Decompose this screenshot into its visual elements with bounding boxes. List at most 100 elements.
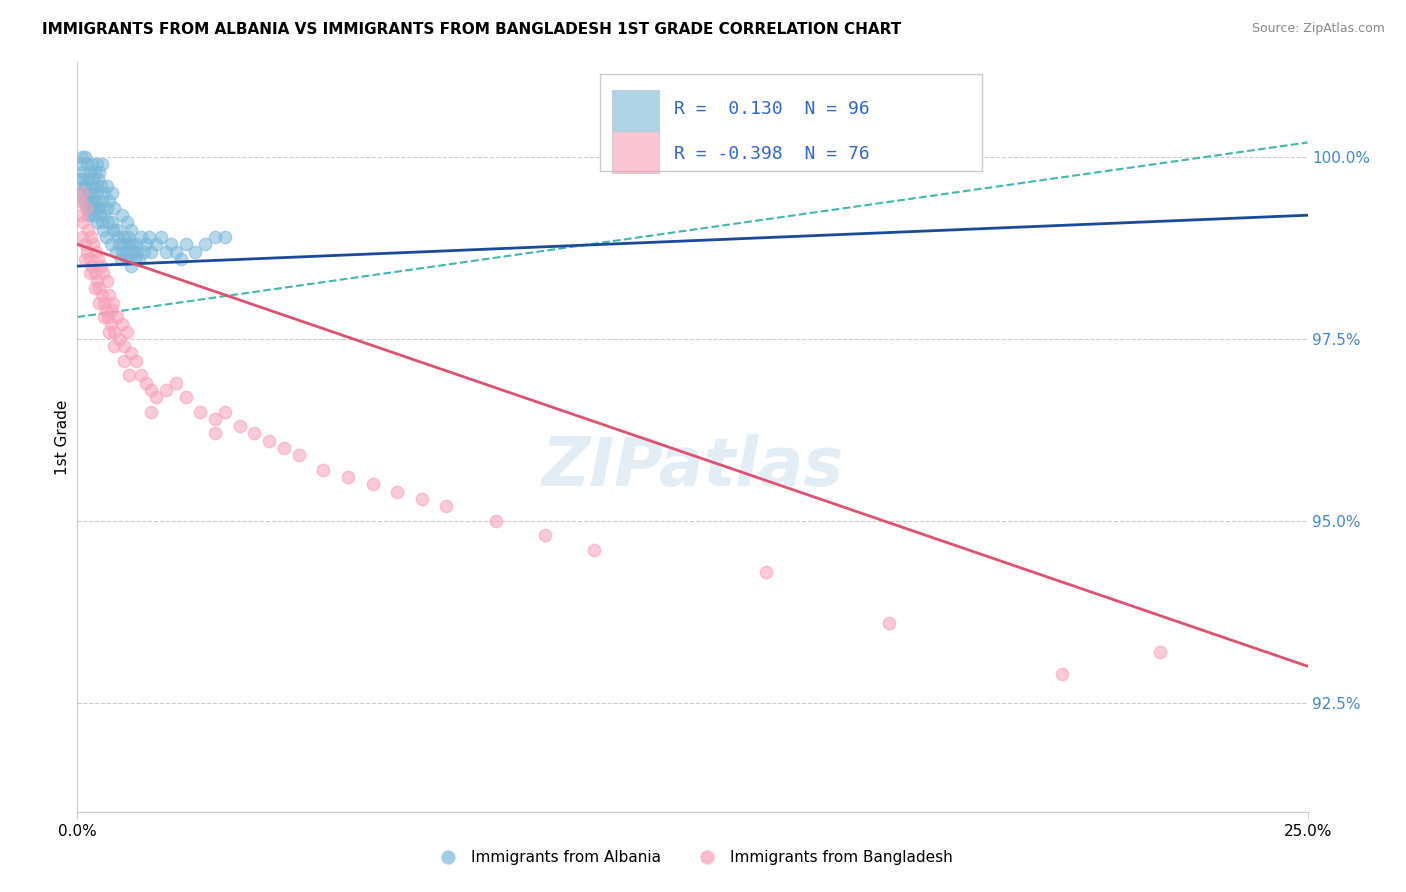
Point <box>155 244 177 259</box>
Point <box>86 274 108 288</box>
Point <box>112 353 135 368</box>
Point <box>69 194 91 208</box>
Point <box>73 179 96 194</box>
Point <box>1149 645 1171 659</box>
Point <box>103 325 125 339</box>
Point <box>111 318 134 332</box>
Point <box>82 201 104 215</box>
Point <box>97 310 120 324</box>
Point <box>243 426 266 441</box>
Point <box>90 157 114 171</box>
Point <box>94 230 117 244</box>
Point <box>90 179 112 194</box>
Point <box>98 288 121 302</box>
Point <box>194 237 217 252</box>
Point <box>69 186 91 201</box>
Point <box>93 310 115 324</box>
Point <box>97 215 120 229</box>
Point <box>82 237 104 252</box>
Point <box>361 477 384 491</box>
Point <box>86 215 108 229</box>
Point <box>101 295 124 310</box>
Point <box>103 339 125 353</box>
Point <box>80 230 103 244</box>
Point <box>77 186 100 201</box>
Point <box>165 376 187 390</box>
Point <box>138 230 160 244</box>
Point <box>70 171 93 186</box>
Point <box>204 426 226 441</box>
Point <box>73 252 96 266</box>
Point <box>337 470 360 484</box>
Bar <box>613 90 659 131</box>
Point <box>436 499 458 513</box>
Point <box>101 215 124 229</box>
Text: ZIPatlas: ZIPatlas <box>541 434 844 500</box>
Point <box>86 157 108 171</box>
Point <box>70 186 93 201</box>
Point <box>114 244 136 259</box>
Point <box>128 252 150 266</box>
Point <box>76 201 98 215</box>
Point <box>70 230 93 244</box>
Point <box>229 419 252 434</box>
Point <box>132 244 155 259</box>
Point <box>583 542 606 557</box>
Point <box>124 252 146 266</box>
Point <box>70 150 93 164</box>
Point <box>214 404 236 418</box>
Point <box>125 353 148 368</box>
Point <box>83 267 105 281</box>
Point <box>117 230 139 244</box>
Point <box>82 171 104 186</box>
Point <box>93 208 115 222</box>
Point <box>77 171 100 186</box>
Point <box>111 244 134 259</box>
Point <box>121 259 143 273</box>
Point <box>75 194 97 208</box>
Point <box>122 244 145 259</box>
Point <box>72 164 94 178</box>
Point <box>214 230 236 244</box>
Point <box>145 390 167 404</box>
Point <box>89 201 111 215</box>
Point <box>89 281 111 295</box>
Point <box>107 230 129 244</box>
Point <box>90 194 114 208</box>
Point <box>111 237 134 252</box>
Point <box>91 267 114 281</box>
Point <box>259 434 281 448</box>
Point <box>118 237 141 252</box>
Point <box>79 267 101 281</box>
Text: IMMIGRANTS FROM ALBANIA VS IMMIGRANTS FROM BANGLADESH 1ST GRADE CORRELATION CHAR: IMMIGRANTS FROM ALBANIA VS IMMIGRANTS FR… <box>42 22 901 37</box>
Point <box>184 244 207 259</box>
Point <box>755 565 778 579</box>
Point <box>273 441 295 455</box>
Point <box>101 186 124 201</box>
Legend: Immigrants from Albania, Immigrants from Bangladesh: Immigrants from Albania, Immigrants from… <box>426 845 959 871</box>
Point <box>115 215 138 229</box>
Point <box>103 201 125 215</box>
Point <box>101 302 124 317</box>
Point <box>174 237 197 252</box>
Point <box>100 318 122 332</box>
Point <box>112 230 135 244</box>
Point <box>70 208 93 222</box>
Point <box>93 186 115 201</box>
Point <box>120 244 142 259</box>
Point <box>110 252 132 266</box>
Point <box>98 194 121 208</box>
Point <box>108 332 131 346</box>
Point <box>84 179 107 194</box>
Point <box>84 244 107 259</box>
Point <box>100 237 122 252</box>
Point <box>89 208 111 222</box>
Point <box>87 252 110 266</box>
Point <box>79 208 101 222</box>
Point <box>72 215 94 229</box>
Point <box>73 194 96 208</box>
Point <box>112 339 135 353</box>
Point <box>75 201 97 215</box>
Point <box>83 281 105 295</box>
Point <box>69 171 91 186</box>
